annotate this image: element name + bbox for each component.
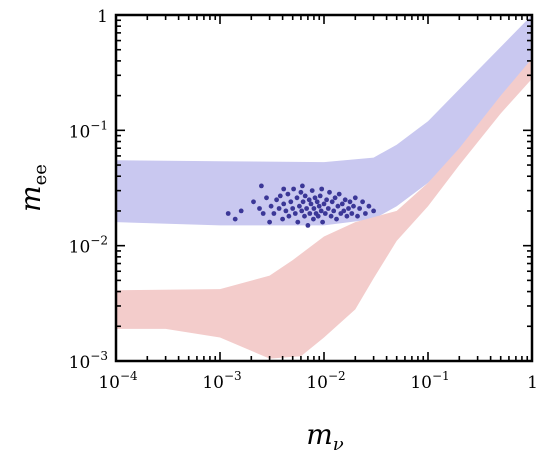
y-axis-label-sub: ee <box>30 164 51 185</box>
highlight-point <box>304 206 309 211</box>
highlight-point <box>328 213 334 219</box>
highlight-point <box>238 208 244 214</box>
highlight-point <box>285 191 291 197</box>
highlight-point <box>291 186 296 192</box>
highlight-point <box>232 216 238 222</box>
highlight-point <box>267 219 272 225</box>
highlight-point <box>325 206 331 211</box>
highlight-point <box>357 206 362 211</box>
highlight-point <box>371 208 376 214</box>
highlight-point <box>294 195 300 201</box>
highlight-point <box>300 199 306 205</box>
highlight-point <box>225 211 231 216</box>
highlight-point <box>302 213 307 219</box>
highlight-point <box>271 211 277 216</box>
highlight-point <box>324 197 329 203</box>
highlight-point <box>257 206 262 211</box>
x-tick-label: 10−3 <box>202 369 241 393</box>
highlight-point <box>274 197 279 203</box>
y-tick-label: 10−2 <box>69 234 108 258</box>
highlight-point <box>327 189 332 195</box>
highlight-point <box>276 206 282 211</box>
x-axis-label-sub: ν <box>333 434 344 455</box>
y-axis-label: mee <box>14 164 51 212</box>
highlight-point <box>281 201 287 207</box>
x-axis-label-base: m <box>306 418 333 451</box>
highlight-point <box>295 219 301 225</box>
highlight-point <box>351 203 356 209</box>
highlight-point <box>318 208 324 214</box>
highlight-point <box>283 208 289 214</box>
highlight-point <box>336 191 342 197</box>
highlight-point <box>315 213 321 219</box>
highlight-point <box>317 193 323 199</box>
highlight-point <box>335 203 341 209</box>
x-tick-label: 10−4 <box>98 369 138 393</box>
y-axis-label-base: m <box>14 185 47 212</box>
highlight-point <box>311 216 316 222</box>
x-axis-label: mν <box>306 418 344 455</box>
highlight-point <box>280 216 285 222</box>
highlight-point <box>314 199 320 205</box>
highlight-point <box>320 219 325 225</box>
highlight-point <box>264 195 269 201</box>
highlight-points <box>225 183 376 228</box>
highlight-point <box>319 186 325 192</box>
normal-band <box>116 58 532 359</box>
tick-labels: 10−4 10−3 10−2 10−1 110−310−210−11 <box>69 7 538 393</box>
y-tick-label: 10−1 <box>69 118 108 142</box>
highlight-point <box>305 223 311 228</box>
highlight-point <box>322 211 328 216</box>
highlight-point <box>306 197 312 203</box>
plot-frame <box>114 13 534 363</box>
highlight-point <box>307 211 313 216</box>
highlight-point <box>312 195 318 201</box>
highlight-point <box>341 208 347 214</box>
highlight-point <box>300 183 305 189</box>
highlight-point <box>334 216 339 222</box>
highlight-point <box>292 211 298 216</box>
highlight-point <box>344 213 350 219</box>
highlight-point <box>349 211 355 216</box>
highlight-point <box>268 203 274 209</box>
highlight-point <box>297 203 302 209</box>
highlight-point <box>302 193 308 199</box>
highlight-point <box>309 188 315 194</box>
highlight-point <box>331 208 337 214</box>
highlight-point <box>339 201 345 207</box>
highlight-point <box>290 206 296 211</box>
scatter-regions <box>116 15 532 359</box>
highlight-point <box>329 199 335 205</box>
highlight-point <box>346 206 351 211</box>
highlight-point <box>342 197 348 203</box>
x-tick-label: 10−2 <box>306 369 345 393</box>
highlight-point <box>299 208 305 214</box>
highlight-point <box>260 211 266 216</box>
highlight-point <box>366 203 372 209</box>
inverted-band <box>116 15 532 226</box>
highlight-point <box>311 206 317 211</box>
highlight-point <box>251 199 256 205</box>
x-tick-label: 10−1 <box>410 369 449 393</box>
y-tick-label: 10−3 <box>69 349 108 373</box>
highlight-point <box>352 195 358 201</box>
highlight-point <box>259 183 264 189</box>
highlight-point <box>360 199 365 205</box>
highlight-point <box>281 186 287 192</box>
highlight-point <box>363 211 368 216</box>
highlight-point <box>316 203 322 209</box>
highlight-point <box>308 201 314 207</box>
highlight-point <box>332 195 338 201</box>
highlight-point <box>286 213 292 219</box>
highlight-point <box>298 189 304 195</box>
highlight-point <box>321 201 327 207</box>
highlight-point <box>288 199 294 205</box>
x-tick-label: 1 <box>527 373 538 393</box>
y-tick-label: 1 <box>97 7 108 27</box>
highlight-point <box>347 199 353 205</box>
highlight-point <box>355 213 360 219</box>
highlight-point <box>277 193 283 199</box>
